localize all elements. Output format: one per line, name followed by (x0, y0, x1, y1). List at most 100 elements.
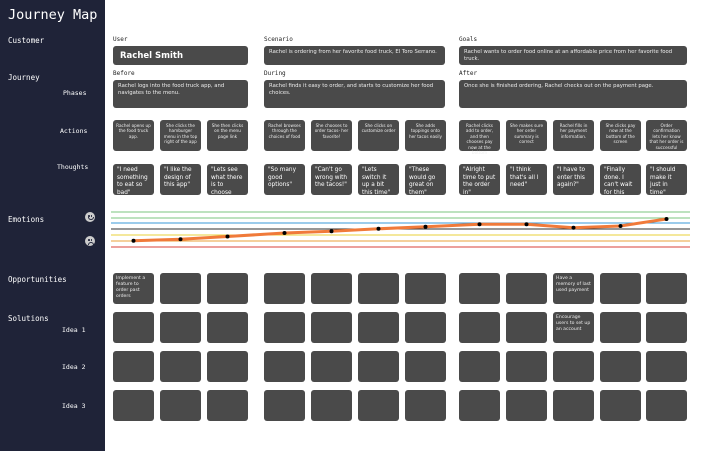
idea2-card (160, 351, 201, 382)
emotion-point (225, 234, 230, 239)
phase-after-label: After (459, 70, 478, 77)
idea3-card (459, 390, 500, 421)
idea2-card (553, 351, 594, 382)
action-card: She makes sure her order summary is corr… (506, 120, 547, 151)
thought-card: "I have to enter this again?" (553, 164, 594, 195)
opportunity-card: Implement a feature to order past orders (113, 273, 154, 304)
action-card: She clicks on customize order (358, 120, 399, 151)
phase-after-box: Once she is finished ordering, Rachel ch… (459, 80, 687, 108)
idea2-card (311, 351, 352, 382)
idea3-card (160, 390, 201, 421)
idea3-card (646, 390, 687, 421)
idea1-card (207, 312, 248, 343)
user-name-box: Rachel Smith (113, 46, 248, 65)
idea2-card (405, 351, 446, 382)
emotion-point (423, 224, 428, 229)
phase-during-box: Rachel finds it easy to order, and start… (264, 80, 445, 108)
page-title: Journey Map (8, 7, 98, 23)
opportunity-card (207, 273, 248, 304)
action-card: She chooses to order tacos- her favorite… (311, 120, 352, 151)
scenario-heading: Scenario (264, 36, 293, 43)
idea1-card (358, 312, 399, 343)
thought-card: "So many good options" (264, 164, 305, 195)
opportunity-card: Have a memory of last used payment (553, 273, 594, 304)
idea2-card (264, 351, 305, 382)
idea1-card (506, 312, 547, 343)
scenario-box: Rachel is ordering from her favorite foo… (264, 46, 445, 65)
emotion-point (664, 217, 669, 221)
thought-card: "I think that's all I need" (506, 164, 547, 195)
emotion-point (282, 231, 287, 235)
action-card: Rachel browses through the choices of fo… (264, 120, 305, 151)
idea1-card (113, 312, 154, 343)
emotion-point (376, 226, 381, 231)
opportunity-card (405, 273, 446, 304)
idea3-card (264, 390, 305, 421)
goals-heading: Goals (459, 36, 478, 43)
thought-card: "I need something to eat so bad" (113, 164, 154, 196)
idea1-card (600, 312, 641, 343)
smiley-face-icon (85, 212, 95, 222)
idea2-card (459, 351, 500, 382)
idea1-card (646, 312, 687, 343)
emotion-point (178, 237, 183, 242)
action-card: Rachel fills in her payment information. (553, 120, 594, 151)
idea2-card (358, 351, 399, 382)
emotion-point (131, 238, 136, 243)
phase-during-label: During (264, 70, 286, 77)
action-card: Rachel opens up the food truck app. (113, 120, 154, 151)
idea3-label: Idea 3 (62, 402, 86, 410)
opportunity-card (311, 273, 352, 304)
emotion-point (329, 229, 334, 234)
customer-label: Customer (8, 36, 45, 45)
action-card: Order confirmation lets her know that he… (646, 120, 687, 151)
idea3-card (506, 390, 547, 421)
solutions-label: Solutions (8, 314, 49, 323)
thought-card: "Finally done. I can't wait for this foo… (600, 164, 641, 203)
idea3-card (207, 390, 248, 421)
idea2-label: Idea 2 (62, 363, 86, 371)
emotion-point (477, 222, 482, 227)
idea3-card (405, 390, 446, 421)
idea3-card (553, 390, 594, 421)
idea2-card (506, 351, 547, 382)
idea3-card (311, 390, 352, 421)
idea1-card (264, 312, 305, 343)
idea1-card: Encourage users to set up an account (553, 312, 594, 343)
thought-card: "Lets switch it up a bit this time" (358, 164, 399, 196)
action-card: She clicks the hamburger menu in the top… (160, 120, 201, 151)
thought-card: "I like the design of this app" (160, 164, 201, 195)
sidebar: Journey Map Customer Journey Phases Acti… (0, 0, 105, 451)
thought-card: "I should make it just in time" (646, 164, 687, 196)
emotion-curve (133, 217, 667, 243)
idea3-card (600, 390, 641, 421)
thoughts-label: Thoughts (57, 163, 89, 171)
action-card: She clicks pay now at the bottom of the … (600, 120, 641, 151)
thought-card: "Alright time to put the order in" (459, 164, 500, 196)
opportunity-card (646, 273, 687, 304)
opportunity-card (600, 273, 641, 304)
opportunity-card (358, 273, 399, 304)
thought-card: "Lets see what there is to choose from" (207, 164, 248, 203)
journey-label: Journey (8, 73, 40, 82)
action-card: She adds toppings onto her tacos easily (405, 120, 446, 151)
idea2-card (113, 351, 154, 382)
frowning-face-icon (85, 236, 95, 246)
phase-before-box: Rachel logs into the food truck app, and… (113, 80, 248, 108)
idea3-card (113, 390, 154, 421)
action-card: Rachel clicks add to order, and then cho… (459, 120, 500, 155)
user-heading: User (113, 36, 128, 43)
idea2-card (207, 351, 248, 382)
actions-label: Actions (60, 127, 88, 135)
emotion-point (618, 224, 623, 228)
idea3-card (358, 390, 399, 421)
emotion-point (524, 222, 529, 227)
thought-card: "Can't go wrong with the tacos!" (311, 164, 352, 195)
idea2-card (646, 351, 687, 382)
opportunities-label: Opportunities (8, 275, 67, 284)
action-card: She then clicks on the menu page link (207, 120, 248, 151)
emotion-point (571, 225, 576, 230)
idea2-card (600, 351, 641, 382)
idea1-label: Idea 1 (62, 326, 86, 334)
